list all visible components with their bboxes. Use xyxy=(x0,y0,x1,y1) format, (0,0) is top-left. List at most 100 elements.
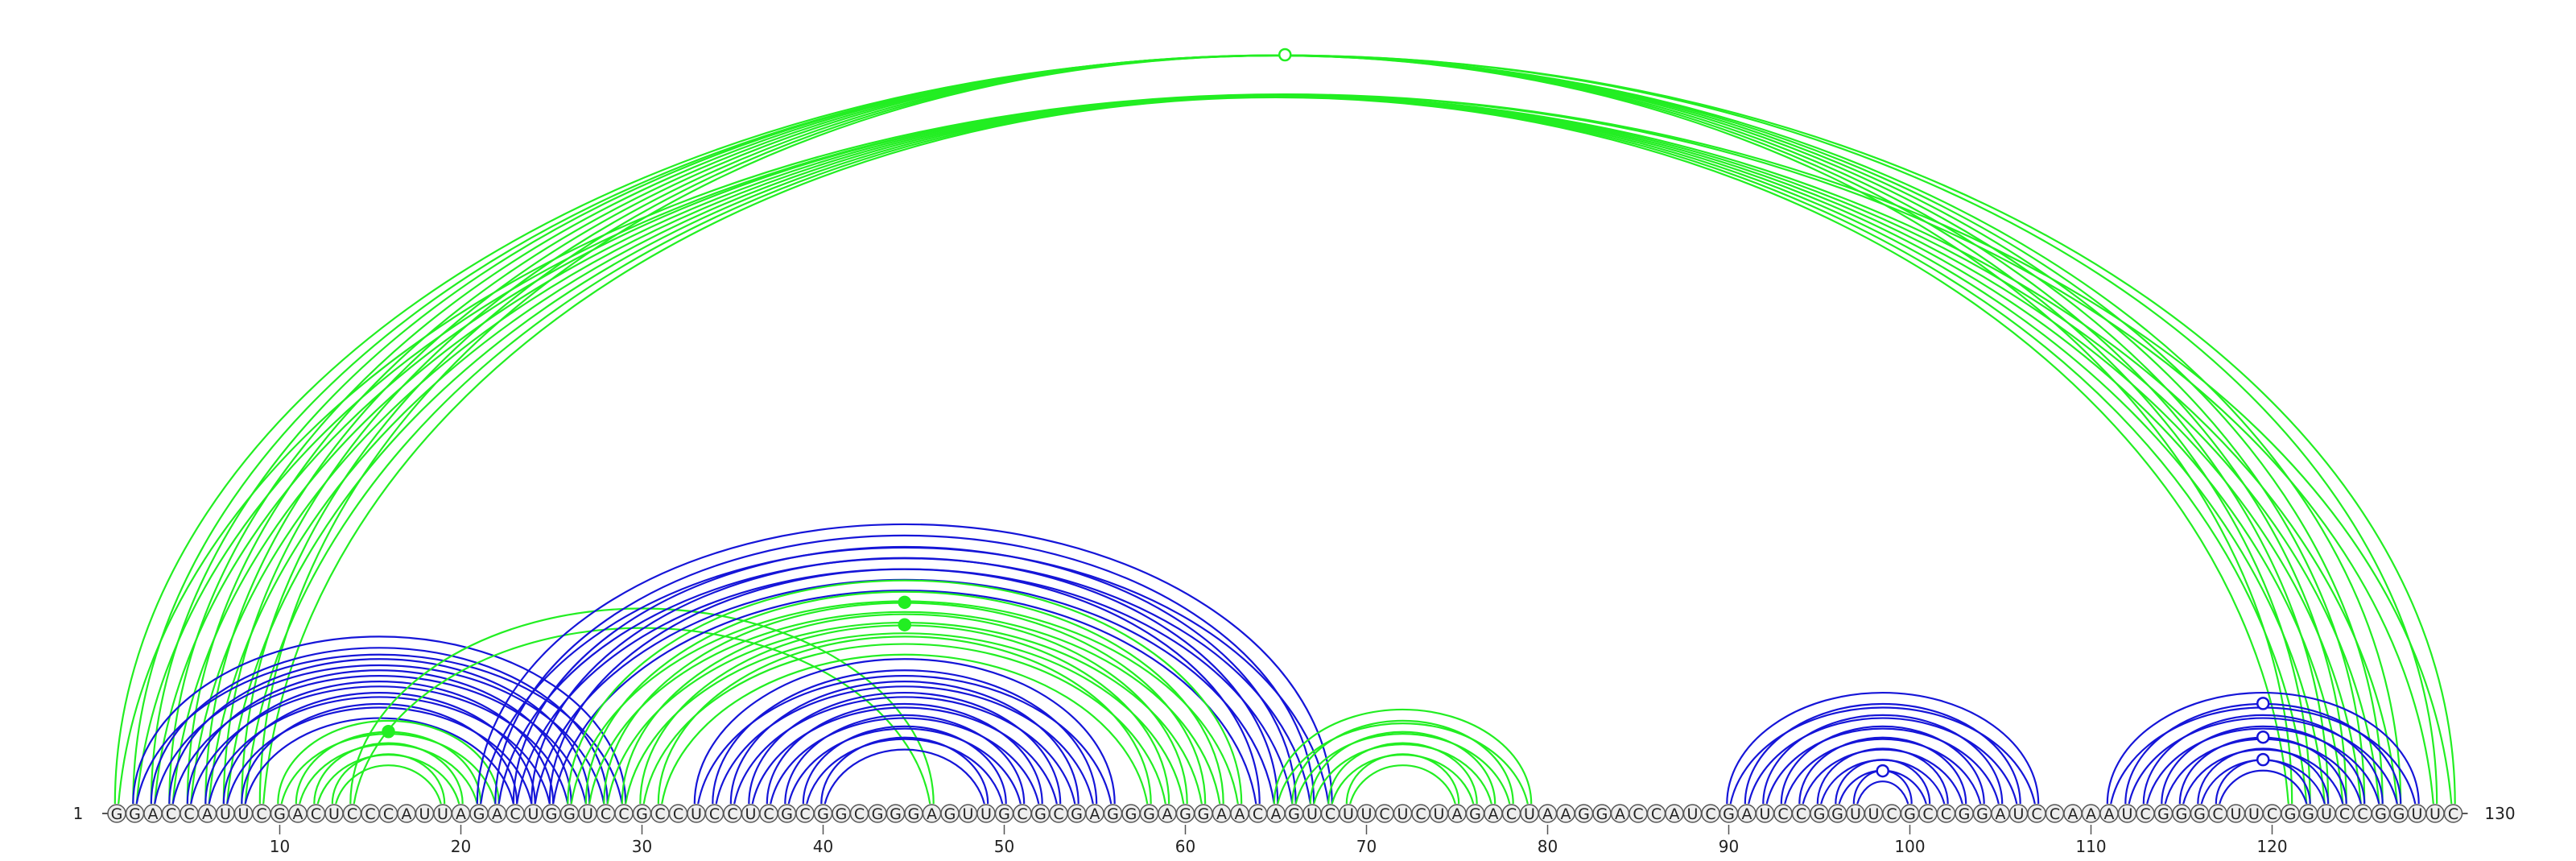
nucleotide-letter: C xyxy=(854,805,865,823)
nucleotide: C xyxy=(723,804,742,823)
arc-39-50-line-2 xyxy=(806,738,1004,805)
arc-94-103-line-1 xyxy=(1798,736,1967,805)
nucleotide-letter: G xyxy=(908,805,920,823)
nucleotide-letter: C xyxy=(2140,805,2150,823)
nucleotide-letter: C xyxy=(2267,805,2277,823)
nucleotide: C xyxy=(2334,804,2355,823)
nucleotide-letter: U xyxy=(1397,805,1409,823)
nucleotide: U xyxy=(958,804,978,823)
arc-111-128-line-1 xyxy=(2106,692,2420,805)
nucleotide-letter: U xyxy=(963,805,974,823)
nucleotide: C xyxy=(614,804,634,823)
arc-marker-115-124 xyxy=(2256,730,2270,744)
arc-22-67-line-1 xyxy=(494,534,1315,805)
arc-34-55-line-2 xyxy=(715,685,1094,805)
nucleotide: G xyxy=(542,804,561,823)
nucleotide-letter: G xyxy=(636,805,648,823)
nucleotide: C xyxy=(2027,804,2046,823)
arc-marker-112-127 xyxy=(2256,697,2270,710)
nucleotide-letter: A xyxy=(1452,805,1463,823)
nucleotide-letter: U xyxy=(2412,805,2423,823)
nucleotide: A xyxy=(1266,804,1286,823)
nucleotide: C xyxy=(1320,804,1340,823)
nucleotide-letter: C xyxy=(763,805,774,823)
nucleotide: C xyxy=(1629,804,1648,823)
arc-35-54-line-1 xyxy=(729,681,1080,805)
tick-label: 80 xyxy=(1538,837,1558,856)
tick-label: 90 xyxy=(1719,837,1739,856)
nucleotide-letter: G xyxy=(872,805,884,823)
arc-93-104-line-1 xyxy=(1780,725,1985,805)
nucleotide: G xyxy=(1121,804,1141,823)
nucleotide-letter: C xyxy=(166,805,176,823)
nucleotide: G xyxy=(1574,804,1594,823)
nucleotide: U xyxy=(1846,804,1865,823)
nucleotide-letter: U xyxy=(1850,805,1861,823)
nucleotide-letter: C xyxy=(1253,805,1263,823)
nucleotide-letter: U xyxy=(328,805,340,823)
arc-93-104-line-2 xyxy=(1784,738,1982,805)
tick-label: 70 xyxy=(1356,837,1377,856)
nucleotide-letter: C xyxy=(2212,805,2223,823)
nucleotide: U xyxy=(2117,804,2137,823)
nucleotide: U xyxy=(1339,804,1358,823)
nucleotide: A xyxy=(487,804,507,823)
nucleotide-letter: C xyxy=(311,805,321,823)
nucleotide: G xyxy=(868,804,887,823)
nucleotide-letter: G xyxy=(1071,805,1083,823)
arc-7-24-line-2 xyxy=(226,706,533,805)
arc-4-27-line-2 xyxy=(171,675,587,805)
arc-92-105-line-1 xyxy=(1762,714,2004,805)
nucleotide-letter: C xyxy=(709,805,720,823)
nucleotide-letter: C xyxy=(618,805,629,823)
nucleotide-letter: G xyxy=(1469,805,1481,823)
nucleotide-letter: U xyxy=(745,805,757,823)
arc-29-60-line-2 xyxy=(625,632,1185,805)
nucleotide: U xyxy=(741,804,761,823)
nucleotide: G xyxy=(107,804,126,823)
arc-29-60-line-1 xyxy=(621,613,1188,805)
nucleotide: C xyxy=(795,804,815,823)
nucleotide-letter: G xyxy=(944,805,956,823)
nucleotide-letter: G xyxy=(274,805,286,823)
nucleotide: G xyxy=(1194,804,1213,823)
nucleotide-letter: C xyxy=(2448,805,2458,823)
nucleotide: U xyxy=(2226,804,2246,823)
nucleotide: G xyxy=(469,804,489,823)
nucleotide: G xyxy=(2298,804,2318,823)
nucleotide-letter: U xyxy=(419,805,431,823)
nucleotide: C xyxy=(1013,804,1032,823)
nucleotide-letter: C xyxy=(383,805,394,823)
arc-marker-97-100 xyxy=(1876,764,1889,778)
nucleotide: C xyxy=(2208,804,2227,823)
base-pair-arcs xyxy=(114,54,2456,805)
nucleotide: A xyxy=(922,804,942,823)
nucleotide: C xyxy=(2136,804,2155,823)
arc-2-129-line-1 xyxy=(132,54,2438,805)
nucleotide: G xyxy=(270,804,290,823)
nucleotide-letter: U xyxy=(1868,805,1880,823)
nucleotide-letter: C xyxy=(1415,805,1426,823)
nucleotide: U xyxy=(2425,804,2445,823)
arc-23-66-line-1 xyxy=(512,545,1297,805)
nucleotide: U xyxy=(1429,804,1449,823)
arc-40-49-line-1 xyxy=(820,736,989,805)
nucleotide-letter: U xyxy=(2429,805,2441,823)
nucleotide-letter: U xyxy=(1307,805,1318,823)
arc-38-51-line-2 xyxy=(787,727,1022,805)
nucleotide: U xyxy=(233,804,254,823)
nucleotide: G xyxy=(1103,804,1123,823)
arc-33-56-line-1 xyxy=(693,658,1116,805)
nucleotide-letter: G xyxy=(2176,805,2188,823)
arc-21-68-line-1 xyxy=(476,523,1333,805)
nucleotide-letter: U xyxy=(2013,805,2025,823)
nucleotide: G xyxy=(832,804,851,823)
tick-label: 10 xyxy=(270,837,290,856)
nucleotide-letter: G xyxy=(2285,805,2297,823)
nucleotide-letter: G xyxy=(1814,805,1826,823)
arc-117-122-line-1 xyxy=(2215,759,2311,805)
nucleotide: A xyxy=(143,804,163,823)
nucleotide: G xyxy=(1175,804,1195,823)
nucleotide-letter: G xyxy=(781,805,793,823)
